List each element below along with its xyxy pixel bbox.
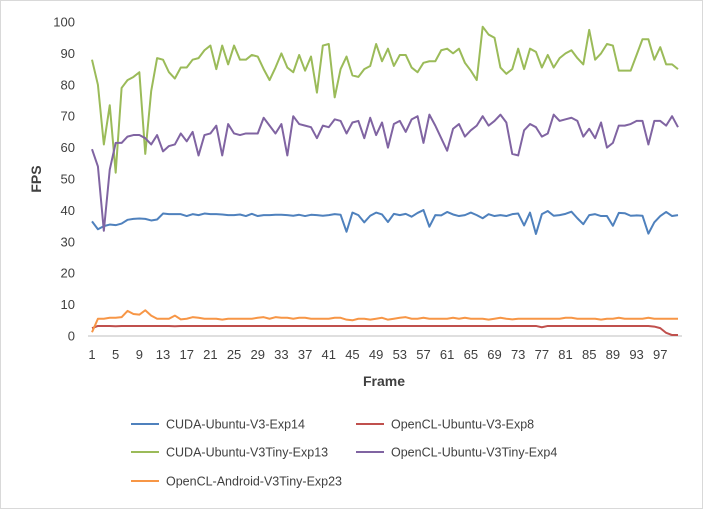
x-tick-label: 93 bbox=[629, 347, 643, 362]
x-tick-label: 21 bbox=[203, 347, 217, 362]
legend-label: OpenCL-Android-V3Tiny-Exp23 bbox=[166, 475, 342, 489]
chart-legend: CUDA-Ubuntu-V3-Exp14 OpenCL-Ubuntu-V3-Exp… bbox=[131, 418, 557, 489]
legend-label: CUDA-Ubuntu-V3Tiny-Exp13 bbox=[166, 446, 328, 460]
x-tick-label: 33 bbox=[274, 347, 288, 362]
x-tick-label: 29 bbox=[251, 347, 265, 362]
x-tick-label: 25 bbox=[227, 347, 241, 362]
y-tick-label: 10 bbox=[61, 297, 75, 312]
x-tick-label: 57 bbox=[416, 347, 430, 362]
series-line bbox=[91, 324, 678, 337]
y-tick-label: 30 bbox=[61, 234, 75, 249]
y-tick-label: 50 bbox=[61, 172, 75, 187]
y-tick-label: 40 bbox=[61, 203, 75, 218]
x-tick-label: 97 bbox=[653, 347, 667, 362]
series-line bbox=[91, 309, 678, 333]
x-tick-label: 37 bbox=[298, 347, 312, 362]
x-tick-label: 13 bbox=[156, 347, 170, 362]
x-tick-label: 85 bbox=[582, 347, 596, 362]
x-tick-label: 45 bbox=[345, 347, 359, 362]
legend-item: OpenCL-Ubuntu-V3Tiny-Exp4 bbox=[356, 446, 557, 460]
legend-item: CUDA-Ubuntu-V3Tiny-Exp13 bbox=[131, 446, 328, 460]
series-layer bbox=[91, 25, 679, 337]
x-tick-label: 17 bbox=[179, 347, 193, 362]
series-line bbox=[91, 113, 679, 232]
y-tick-label: 0 bbox=[68, 329, 75, 344]
legend-item: OpenCL-Ubuntu-V3-Exp8 bbox=[356, 418, 534, 432]
y-tick-label: 70 bbox=[61, 109, 75, 124]
x-tick-label: 53 bbox=[393, 347, 407, 362]
x-tick-label: 9 bbox=[136, 347, 143, 362]
y-tick-label: 100 bbox=[53, 15, 75, 30]
y-axis-title: FPS bbox=[28, 165, 44, 192]
y-axis-ticks: 0 10 20 30 40 50 60 70 80 90 100 bbox=[53, 15, 75, 344]
x-tick-label: 61 bbox=[440, 347, 454, 362]
y-tick-label: 90 bbox=[61, 46, 75, 61]
y-tick-label: 60 bbox=[61, 140, 75, 155]
x-tick-label: 41 bbox=[322, 347, 336, 362]
legend-item: CUDA-Ubuntu-V3-Exp14 bbox=[131, 418, 305, 432]
x-tick-label: 73 bbox=[511, 347, 525, 362]
y-tick-label: 80 bbox=[61, 77, 75, 92]
x-tick-label: 69 bbox=[487, 347, 501, 362]
x-tick-label: 5 bbox=[112, 347, 119, 362]
series-line bbox=[91, 25, 679, 174]
x-tick-label: 89 bbox=[606, 347, 620, 362]
x-tick-label: 1 bbox=[88, 347, 95, 362]
x-tick-label: 77 bbox=[535, 347, 549, 362]
series-line bbox=[91, 209, 679, 235]
x-tick-label: 81 bbox=[558, 347, 572, 362]
legend-item: OpenCL-Android-V3Tiny-Exp23 bbox=[131, 475, 342, 489]
x-axis-ticks: 1 5 9 13 17 21 25 29 33 37 41 45 49 53 57 61 65 69 73 77 81 8… bbox=[88, 347, 667, 362]
y-tick-label: 20 bbox=[61, 266, 75, 281]
legend-label: CUDA-Ubuntu-V3-Exp14 bbox=[166, 418, 305, 432]
legend-label: OpenCL-Ubuntu-V3-Exp8 bbox=[391, 418, 534, 432]
x-tick-label: 65 bbox=[464, 347, 478, 362]
x-tick-label: 49 bbox=[369, 347, 383, 362]
x-axis-title: Frame bbox=[363, 373, 405, 389]
legend-label: OpenCL-Ubuntu-V3Tiny-Exp4 bbox=[391, 446, 557, 460]
